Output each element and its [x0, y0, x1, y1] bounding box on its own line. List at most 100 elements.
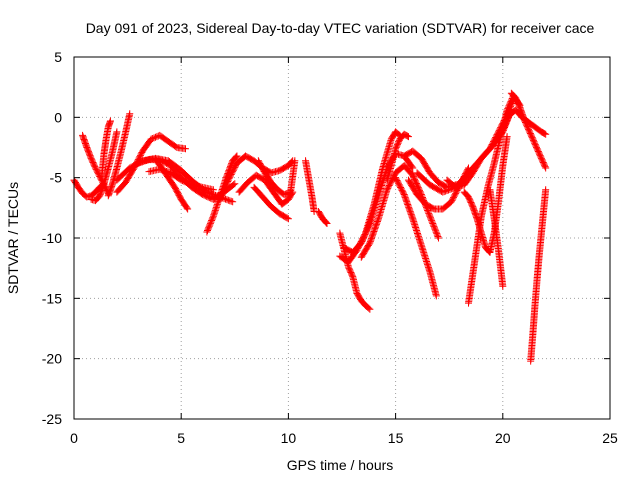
series-track-5: [104, 110, 134, 200]
data-point: [430, 222, 438, 230]
data-point: [183, 204, 191, 212]
data-point: [503, 117, 511, 125]
data-point: [291, 157, 299, 165]
data-point: [405, 205, 413, 213]
series-track-4: [98, 117, 114, 179]
data-point: [203, 228, 211, 236]
data-point: [444, 186, 452, 194]
data-point: [209, 186, 217, 194]
data-point: [501, 120, 509, 128]
data-point: [425, 209, 433, 217]
data-point: [443, 187, 451, 195]
data-point: [368, 233, 376, 241]
x-tick-label: 0: [70, 430, 78, 446]
data-point: [366, 239, 374, 247]
data-point: [409, 164, 417, 172]
data-point: [150, 134, 158, 142]
data-point: [205, 222, 213, 230]
series-track-33: [527, 186, 550, 365]
data-point: [204, 225, 212, 233]
data-point: [224, 196, 232, 204]
y-axis-label: SDTVAR / TECUs: [5, 182, 21, 294]
y-tick-label: 0: [54, 109, 62, 125]
data-point: [401, 193, 409, 201]
data-point: [283, 214, 291, 222]
series-track-22: [383, 130, 412, 184]
x-tick-label: 20: [495, 430, 511, 446]
data-point: [323, 220, 331, 228]
x-tick-label: 25: [602, 430, 618, 446]
chart-title: Day 091 of 2023, Sidereal Day-to-day VTE…: [86, 20, 595, 36]
data-point: [426, 212, 434, 220]
data-point: [372, 220, 380, 228]
data-point: [541, 130, 549, 138]
series-track-29: [460, 133, 511, 256]
data-point: [406, 208, 414, 216]
data-point: [501, 121, 509, 129]
data-point: [233, 152, 241, 160]
series-track-28: [464, 92, 524, 307]
data-point: [181, 145, 189, 153]
data-point: [374, 216, 382, 224]
series-track-32: [507, 89, 550, 172]
data-point: [439, 188, 447, 196]
data-point: [504, 103, 512, 111]
series-track-30: [486, 186, 507, 290]
data-point: [405, 203, 413, 211]
data-point: [403, 199, 411, 207]
data-point: [500, 123, 508, 131]
data-point: [506, 99, 514, 107]
series-track-14: [250, 183, 292, 223]
data-point: [542, 164, 550, 172]
data-point: [402, 196, 410, 204]
data-point: [184, 205, 192, 213]
data-point: [371, 223, 379, 231]
y-tick-label: -10: [42, 230, 62, 246]
series-track-6: [113, 131, 189, 196]
data-point: [226, 197, 234, 205]
data-point: [407, 209, 415, 217]
data-point: [499, 282, 507, 290]
data-point: [372, 222, 380, 230]
data-point: [208, 217, 216, 225]
data-point: [499, 124, 507, 132]
data-point: [373, 218, 381, 226]
series-track-1: [70, 176, 108, 201]
data-point: [368, 232, 376, 240]
x-tick-label: 5: [177, 430, 185, 446]
y-tick-label: -5: [50, 170, 63, 186]
data-point: [408, 212, 416, 220]
data-point: [506, 100, 514, 108]
series-track-3: [87, 128, 121, 205]
data-point: [231, 180, 239, 188]
data-point: [207, 218, 215, 226]
data-point: [404, 200, 412, 208]
series-track-15: [254, 157, 299, 199]
data-point: [424, 208, 432, 216]
series-track-12: [216, 152, 297, 203]
data-point: [499, 125, 507, 133]
data-point: [106, 117, 114, 125]
x-tick-label: 15: [388, 430, 404, 446]
data-point: [209, 190, 217, 198]
data-point: [429, 220, 437, 228]
series-track-10: [151, 156, 192, 213]
data-point: [504, 114, 512, 122]
data-point: [208, 215, 216, 223]
data-point: [408, 163, 416, 171]
data-point: [284, 215, 292, 223]
data-point: [504, 105, 512, 113]
data-point: [230, 181, 238, 189]
data-point: [206, 219, 214, 227]
data-point: [187, 180, 195, 188]
data-point: [429, 221, 437, 229]
data-point: [408, 213, 416, 221]
data-point: [503, 106, 511, 114]
data-point: [428, 217, 436, 225]
data-points: [70, 89, 550, 365]
x-axis-label: GPS time / hours: [287, 457, 394, 473]
data-point: [430, 224, 438, 232]
y-tick-label: -15: [42, 290, 62, 306]
data-point: [209, 214, 217, 222]
series-track-13: [235, 171, 297, 208]
